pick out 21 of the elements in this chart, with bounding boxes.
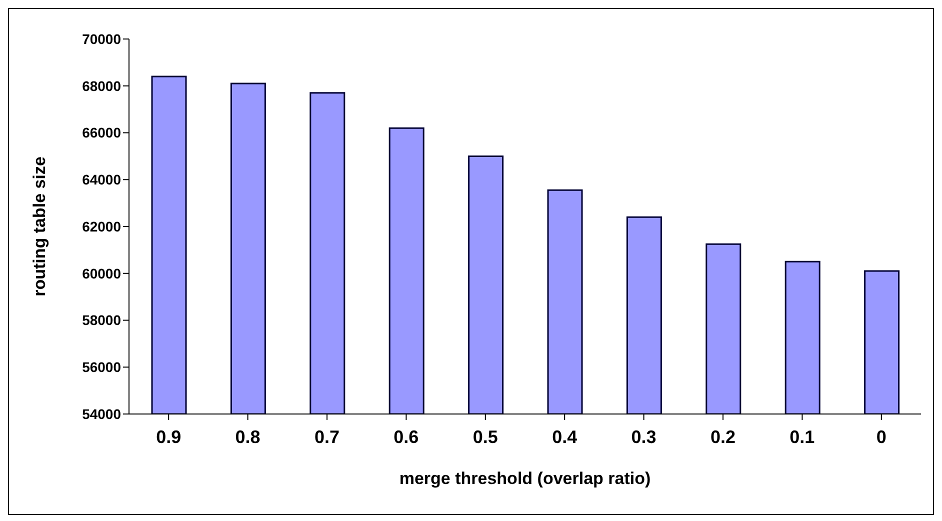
x-tick-label: 0.5	[472, 426, 498, 447]
y-tick-label: 68000	[82, 78, 122, 94]
x-tick-label: 0.7	[314, 426, 340, 447]
x-tick-label: 0.8	[235, 426, 260, 447]
x-tick-label: 0.1	[790, 426, 815, 447]
y-tick-label: 70000	[82, 30, 122, 47]
x-tick-label: 0.4	[552, 426, 578, 447]
x-tick-label: 0.3	[631, 426, 656, 447]
y-tick-label: 62000	[82, 218, 122, 234]
x-tick-label: 0.2	[710, 426, 736, 447]
x-axis-title: merge threshold (overlap ratio)	[399, 469, 651, 488]
y-tick-label: 56000	[82, 359, 122, 376]
x-tick-label: 0.9	[156, 426, 182, 447]
x-tick-label: 0	[876, 426, 886, 447]
y-tick-label: 58000	[82, 312, 122, 328]
y-tick-label: 54000	[82, 406, 122, 422]
x-tick-label: 0.6	[394, 426, 419, 447]
y-tick-label: 64000	[82, 172, 122, 188]
y-tick-label: 66000	[82, 124, 122, 141]
y-axis-title: routing table size	[30, 156, 50, 296]
y-tick-label: 60000	[82, 265, 122, 282]
